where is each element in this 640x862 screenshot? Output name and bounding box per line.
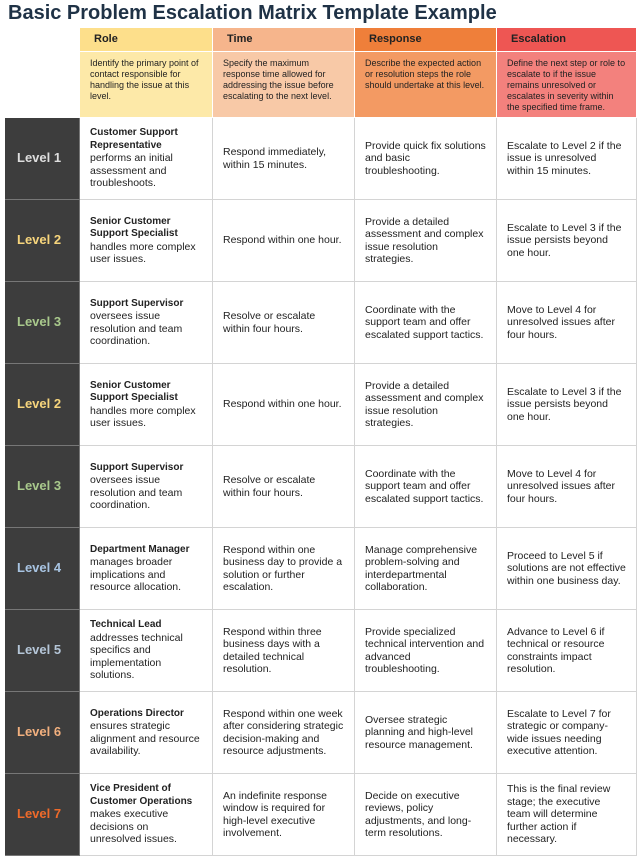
escalation-cell: Escalate to Level 2 if the issue is unre… [497, 118, 637, 200]
level-label: Level 3 [5, 446, 80, 528]
role-title: Senior Customer Support Specialist [90, 379, 178, 404]
column-description: Identify the primary point of contact re… [80, 52, 213, 118]
time-cell: Resolve or escalate within four hours. [213, 446, 355, 528]
response-cell: Decide on executive reviews, policy adju… [355, 774, 497, 856]
role-cell: Senior Customer Support Specialist handle… [80, 200, 213, 282]
level-label: Level 2 [5, 200, 80, 282]
role-description: makes executive decisions on unresolved … [90, 808, 177, 846]
escalation-cell: Escalate to Level 7 for strategic or com… [497, 692, 637, 774]
role-cell: Operations Director ensures strategic ali… [80, 692, 213, 774]
level-label: Level 5 [5, 610, 80, 692]
role-title: Operations Director [90, 707, 184, 719]
corner [5, 52, 80, 118]
role-description: handles more complex user issues. [90, 404, 196, 430]
escalation-cell: Move to Level 4 for unresolved issues af… [497, 282, 637, 364]
column-description: Describe the expected action or resoluti… [355, 52, 497, 118]
escalation-cell: Escalate to Level 3 if the issue persist… [497, 364, 637, 446]
time-cell: Respond within one hour. [213, 364, 355, 446]
response-cell: Provide quick fix solutions and basic tr… [355, 118, 497, 200]
time-cell: Respond immediately, within 15 minutes. [213, 118, 355, 200]
response-cell: Manage comprehensive problem-solving and… [355, 528, 497, 610]
column-description: Define the next step or role to escalate… [497, 52, 637, 118]
role-description: ensures strategic alignment and resource… [90, 720, 200, 757]
role-title: Department Manager [90, 543, 190, 555]
column-header: Response [355, 28, 497, 52]
role-description: oversees issue resolution and team coord… [90, 474, 183, 511]
level-label: Level 7 [5, 774, 80, 856]
column-description: Specify the maximum response time allowe… [213, 52, 355, 118]
response-cell: Coordinate with the support team and off… [355, 446, 497, 528]
level-label: Level 1 [5, 118, 80, 200]
role-title: Support Supervisor [90, 461, 184, 473]
time-cell: Resolve or escalate within four hours. [213, 282, 355, 364]
level-label: Level 3 [5, 282, 80, 364]
escalation-cell: Move to Level 4 for unresolved issues af… [497, 446, 637, 528]
role-cell: Senior Customer Support Specialist handle… [80, 364, 213, 446]
escalation-cell: Proceed to Level 5 if solutions are not … [497, 528, 637, 610]
corner [5, 28, 80, 52]
role-description: oversees issue resolution and team coord… [90, 310, 183, 347]
role-description: manages broader implications and resourc… [90, 556, 182, 593]
role-description: performs an initial assessment and troub… [90, 152, 173, 190]
level-label: Level 4 [5, 528, 80, 610]
response-cell: Coordinate with the support team and off… [355, 282, 497, 364]
role-cell: Vice President of Customer Operations mak… [80, 774, 213, 856]
column-header: Role [80, 28, 213, 52]
response-cell: Provide specialized technical interventi… [355, 610, 497, 692]
matrix-table: Role Time Response Escalation Identify the p… [5, 28, 637, 856]
column-header: Escalation [497, 28, 637, 52]
role-title: Senior Customer Support Specialist [90, 215, 178, 240]
role-title: Customer Support Representative [90, 127, 178, 151]
role-title: Vice President of Customer Operations [90, 783, 193, 807]
role-cell: Customer Support Representative performs … [80, 118, 213, 200]
escalation-cell: Advance to Level 6 if technical or resou… [497, 610, 637, 692]
role-cell: Support Supervisor oversees issue resolut… [80, 446, 213, 528]
role-cell: Support Supervisor oversees issue resolut… [80, 282, 213, 364]
column-header: Time [213, 28, 355, 52]
role-description: addresses technical specifics and implem… [90, 631, 183, 682]
time-cell: Respond within one business day to provi… [213, 528, 355, 610]
title: Basic Problem Escalation Matrix Template… [8, 2, 497, 24]
response-cell: Provide a detailed assessment and comple… [355, 364, 497, 446]
role-title: Technical Lead [90, 619, 162, 631]
level-label: Level 2 [5, 364, 80, 446]
time-cell: Respond within one week after considerin… [213, 692, 355, 774]
role-cell: Technical Lead addresses technical specif… [80, 610, 213, 692]
role-description: handles more complex user issues. [90, 240, 196, 266]
time-cell: Respond within three business days with … [213, 610, 355, 692]
role-cell: Department Manager manages broader implic… [80, 528, 213, 610]
level-label: Level 6 [5, 692, 80, 774]
escalation-cell: This is the final review stage; the exec… [497, 774, 637, 856]
escalation-cell: Escalate to Level 3 if the issue persist… [497, 200, 637, 282]
response-cell: Oversee strategic planning and high-leve… [355, 692, 497, 774]
response-cell: Provide a detailed assessment and comple… [355, 200, 497, 282]
role-title: Support Supervisor [90, 297, 184, 309]
time-cell: Respond within one hour. [213, 200, 355, 282]
time-cell: An indefinite response window is require… [213, 774, 355, 856]
